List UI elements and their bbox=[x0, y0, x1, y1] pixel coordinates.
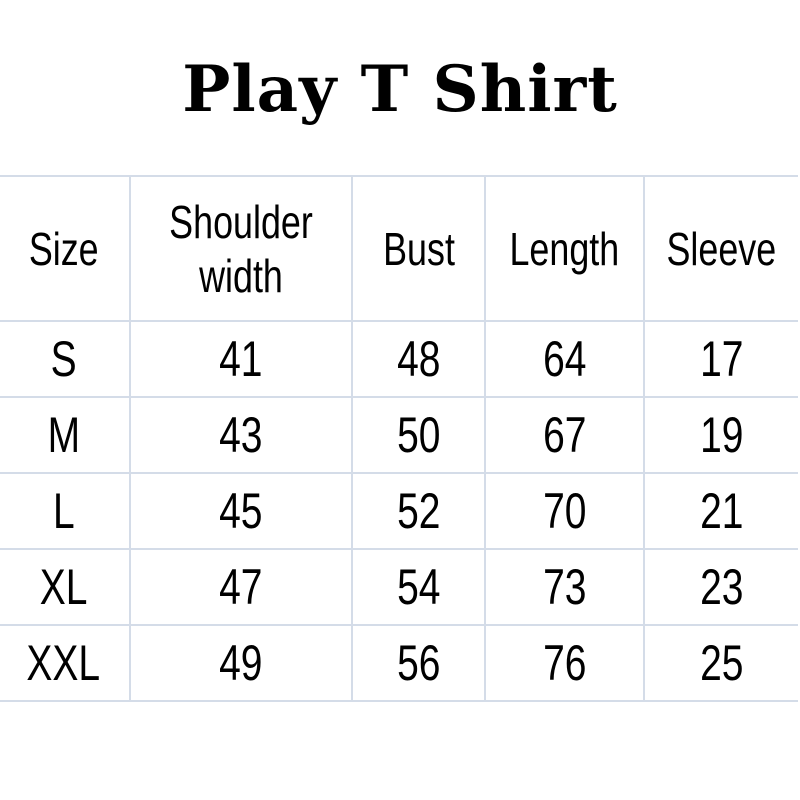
table-header-row: Size Shoulder width Bust Length Sleeve bbox=[0, 175, 798, 322]
table-row: S 41 48 64 17 bbox=[0, 320, 798, 398]
header-cell: Sleeve bbox=[642, 175, 798, 322]
table-cell: 64 bbox=[484, 320, 645, 398]
table-cell: 47 bbox=[128, 548, 353, 626]
table-cell: 73 bbox=[484, 548, 645, 626]
table-cell: 49 bbox=[128, 624, 353, 702]
table-cell: 70 bbox=[484, 472, 645, 550]
table-cell: 21 bbox=[642, 472, 798, 550]
table-cell: 17 bbox=[642, 320, 798, 398]
table-cell: 67 bbox=[484, 396, 645, 474]
table-cell: M bbox=[0, 396, 131, 474]
table-cell: 56 bbox=[350, 624, 487, 702]
table-cell: 43 bbox=[128, 396, 353, 474]
table-cell: 52 bbox=[350, 472, 487, 550]
size-chart-table: Size Shoulder width Bust Length Sleeve S… bbox=[0, 175, 798, 702]
table-cell: 76 bbox=[484, 624, 645, 702]
table-cell: 54 bbox=[350, 548, 487, 626]
table-cell: 19 bbox=[642, 396, 798, 474]
table-cell: S bbox=[0, 320, 131, 398]
table-row: XXL 49 56 76 25 bbox=[0, 624, 798, 702]
table-cell: XL bbox=[0, 548, 131, 626]
table-cell: 48 bbox=[350, 320, 487, 398]
table-cell: 45 bbox=[128, 472, 353, 550]
table-cell: XXL bbox=[0, 624, 131, 702]
table-cell: 50 bbox=[350, 396, 487, 474]
table-cell: 23 bbox=[642, 548, 798, 626]
table-row: XL 47 54 73 23 bbox=[0, 548, 798, 626]
page-title: Play T Shirt bbox=[182, 52, 618, 127]
table-cell: L bbox=[0, 472, 131, 550]
header-cell: Bust bbox=[350, 175, 487, 322]
table-cell: 41 bbox=[128, 320, 353, 398]
table-row: L 45 52 70 21 bbox=[0, 472, 798, 550]
header-cell: Shoulder width bbox=[128, 175, 353, 322]
table-cell: 25 bbox=[642, 624, 798, 702]
header-cell: Length bbox=[484, 175, 645, 322]
table-row: M 43 50 67 19 bbox=[0, 396, 798, 474]
header-cell: Size bbox=[0, 175, 131, 322]
